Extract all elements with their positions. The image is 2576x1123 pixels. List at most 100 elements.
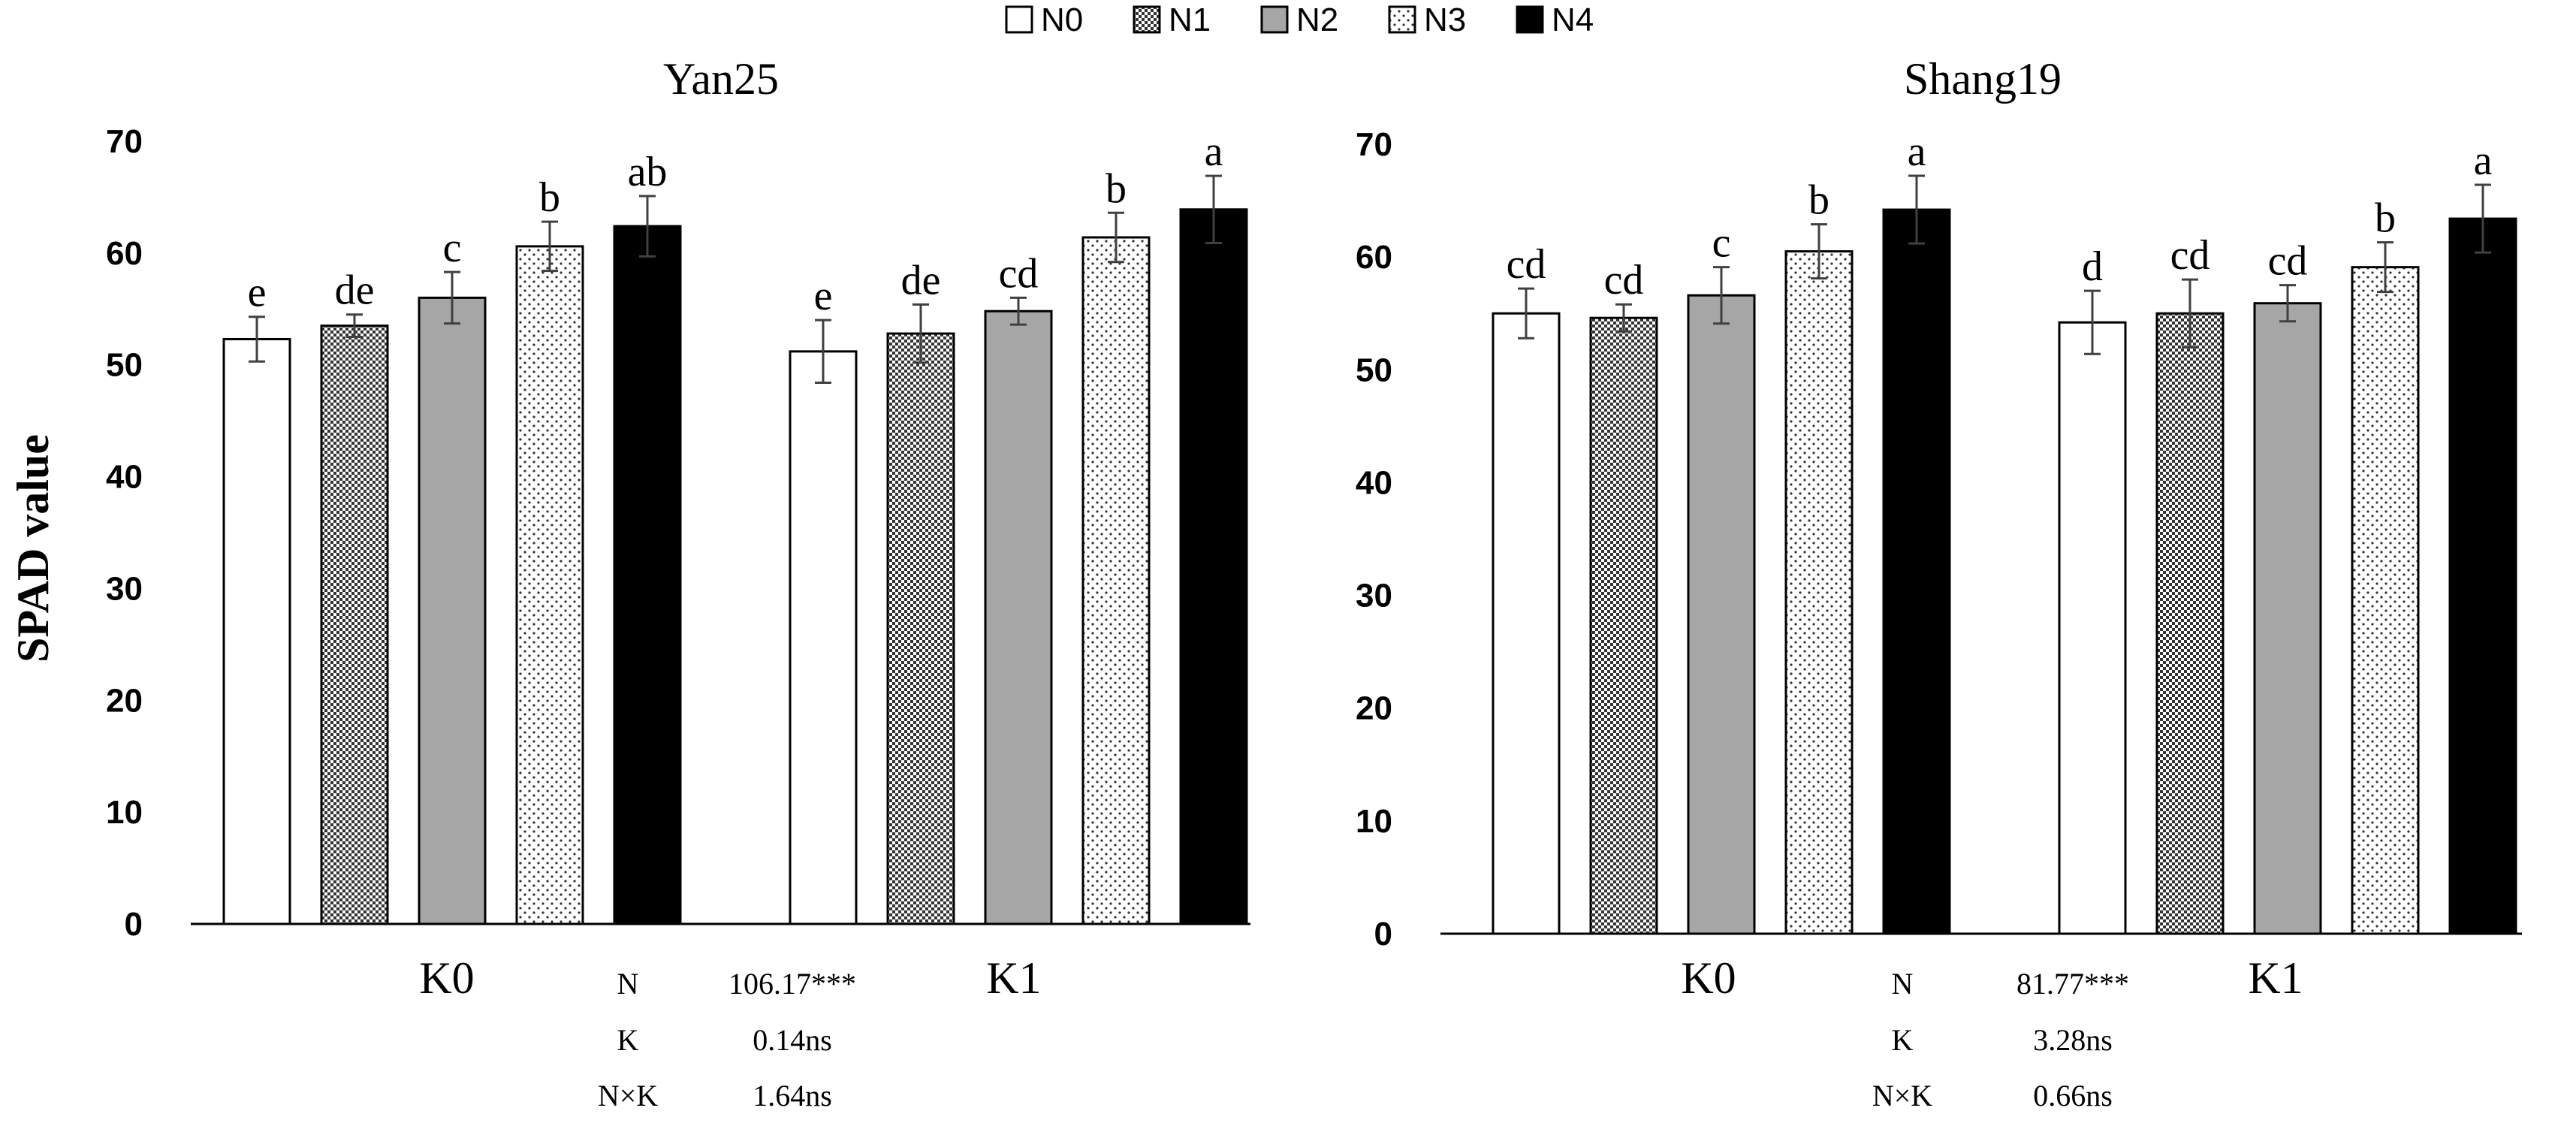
panel-shang19: Shang19 0 10 20 30 40 50 60 70 cd cd c b a d cd cd b a K…	[1356, 54, 2522, 1112]
chart-title: Yan25	[663, 54, 779, 104]
significance-letter: de	[901, 257, 941, 303]
significance-letter: a	[2474, 137, 2493, 184]
error-bar	[1615, 303, 1632, 333]
bar-n4-k1	[1179, 208, 1248, 925]
bar-n2-k1	[2253, 302, 2322, 935]
error-bar	[1908, 174, 1925, 245]
bar-n2-k0	[418, 296, 487, 925]
error-bar	[2377, 241, 2394, 294]
y-tick-label: 40	[106, 459, 143, 496]
anova-value-nxk: 0.66ns	[2033, 1079, 2113, 1112]
bar-n1-k0	[1589, 316, 1658, 935]
legend-swatch-n1	[1133, 5, 1161, 34]
anova-value-n: 81.77***	[2016, 967, 2129, 1001]
anova-factor-n: N	[1892, 967, 1914, 1001]
bar-n4-k1	[2448, 217, 2517, 935]
bar-n0-k1	[2058, 321, 2127, 935]
bar-n3-k0	[1784, 250, 1854, 935]
chart-title: Shang19	[1904, 54, 2062, 104]
bar-n4-k0	[1882, 208, 1951, 935]
category-label-k0: K0	[1681, 953, 1736, 1003]
error-bar	[2084, 289, 2101, 355]
anova-factor-n: N	[617, 967, 639, 1001]
anova-factor-nxk: N×K	[1872, 1079, 1932, 1112]
significance-letter: d	[2082, 243, 2103, 290]
y-tick-label: 60	[1356, 239, 1392, 276]
significance-letter: e	[248, 270, 267, 316]
error-bar	[1010, 296, 1027, 326]
anova-value-nxk: 1.64ns	[753, 1079, 832, 1112]
anova-factor-nxk: N×K	[598, 1079, 658, 1112]
panel-yan25: Yan25 0 10 20 30 40 50 60 70 e de c b ab e de cd b a K 0 …	[106, 54, 1250, 1112]
y-tick-label: 50	[106, 347, 143, 384]
bar-n3-k0	[515, 245, 584, 925]
significance-letter: a	[1908, 128, 1926, 175]
significance-letter: c	[1712, 220, 1731, 267]
y-tick-label: 40	[1356, 464, 1392, 501]
error-bar	[2279, 284, 2296, 323]
y-tick-label: 20	[106, 682, 143, 719]
significance-letter: b	[539, 174, 560, 221]
bar-n0-k0	[1492, 312, 1561, 935]
error-bar	[1811, 223, 1827, 280]
category-label-k0: K0	[419, 953, 474, 1003]
error-bar	[444, 270, 460, 325]
bar-n3-k1	[1081, 236, 1151, 925]
anova-value-k: 3.28ns	[2033, 1023, 2113, 1057]
legend-swatch-n3	[1388, 5, 1416, 34]
error-bar	[1518, 287, 1534, 340]
significance-letter: de	[335, 267, 375, 314]
significance-letter: cd	[1604, 257, 1644, 303]
significance-letter: a	[1205, 128, 1223, 175]
y-tick-label: 60	[106, 235, 143, 272]
bar-n1-k1	[886, 332, 955, 925]
bar-n2-k1	[984, 309, 1053, 925]
significance-letter: e	[814, 273, 833, 319]
significance-letter: cd	[2170, 232, 2210, 279]
legend: N0 N1 N2 N3 N4	[1005, 2, 1594, 38]
y-tick-label: 50	[1356, 352, 1392, 388]
legend-label-n3: N3	[1424, 2, 1466, 38]
error-bar	[249, 315, 265, 363]
y-tick-label: 10	[106, 794, 143, 831]
legend-swatch-n4	[1516, 5, 1544, 34]
category-label-k1: K1	[2248, 953, 2303, 1003]
error-bar	[1108, 211, 1124, 264]
category-label-k1: K1	[986, 953, 1041, 1003]
error-bar	[346, 313, 363, 338]
y-tick-label: 70	[1356, 126, 1392, 163]
bar-n0-k0	[222, 337, 291, 925]
y-tick-labels: 0 10 20 30 40 50 60 70	[1356, 126, 1392, 952]
bar-n1-k0	[320, 325, 389, 925]
bar-n3-k1	[2351, 266, 2420, 935]
y-tick-label: 10	[1356, 803, 1392, 840]
error-bar	[912, 303, 929, 364]
significance-letter: cd	[1507, 241, 1546, 288]
bar-group: cd cd c b a d cd cd b a	[1492, 128, 2517, 935]
bar-n0-k1	[789, 350, 858, 925]
legend-label-n1: N1	[1169, 2, 1211, 38]
legend-label-n0: N0	[1041, 2, 1083, 38]
error-bar	[541, 220, 558, 273]
anova-table: N 106.17*** K 0.14ns N×K 1.64ns	[598, 967, 856, 1112]
y-tick-label: 70	[106, 123, 143, 160]
significance-letter: b	[1106, 165, 1127, 212]
y-tick-label: 30	[106, 570, 143, 607]
error-bar	[639, 195, 656, 258]
legend-swatch-n0	[1005, 5, 1033, 34]
bar-n2-k0	[1687, 294, 1756, 935]
significance-letter: b	[1808, 177, 1829, 224]
anova-factor-k: K	[617, 1023, 639, 1057]
y-axis-label: SPAD value	[8, 434, 58, 663]
y-tick-label: 0	[1374, 916, 1392, 952]
significance-letter: cd	[2268, 238, 2308, 285]
bar-n1-k1	[2155, 312, 2225, 935]
y-tick-labels: 0 10 20 30 40 50 60 70	[106, 123, 143, 943]
error-bar	[2182, 278, 2198, 349]
legend-label-n4: N4	[1552, 2, 1594, 38]
bar-group: e de c b ab e de cd b a	[222, 128, 1248, 925]
error-bar	[1713, 266, 1730, 325]
significance-letter: ab	[628, 149, 668, 195]
